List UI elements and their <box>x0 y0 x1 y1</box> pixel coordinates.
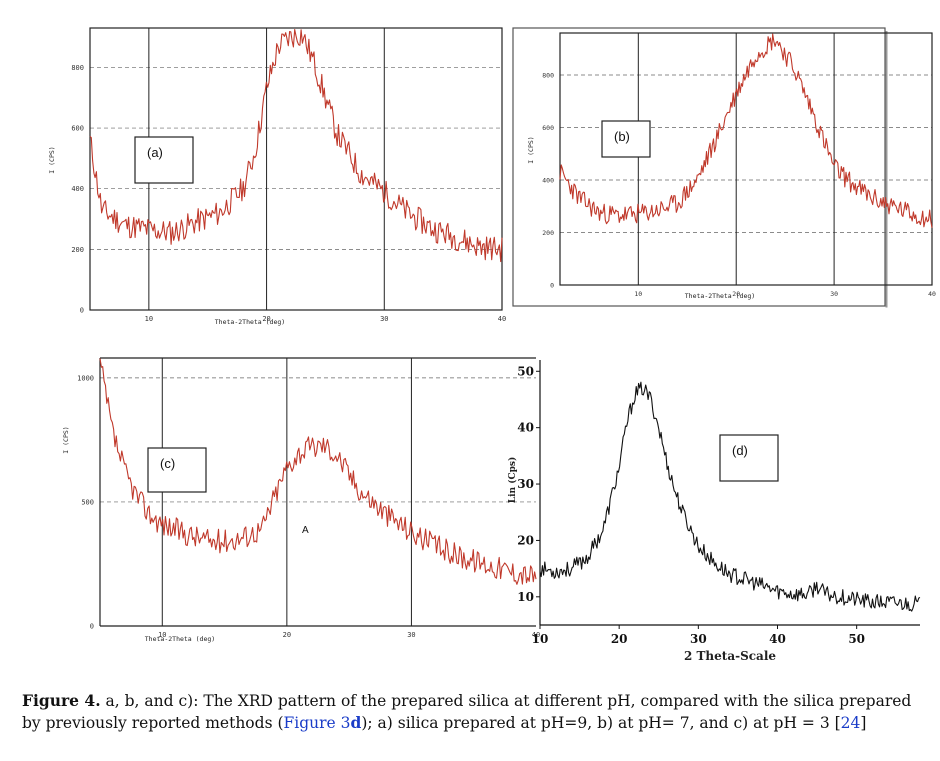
chart-a-series-line <box>89 28 503 263</box>
chart-a-ytick-label: 200 <box>71 246 84 254</box>
chart-d-ytick-label: 20 <box>517 533 534 547</box>
chart-a-xtick-label: 30 <box>380 315 388 323</box>
chart-panel-c: 0 500 1000 10 20 30 40 Theta-2Theta (deg) I (CPS… <box>62 357 540 643</box>
chart-b-xtick-label: 10 <box>634 290 642 298</box>
figure-3-link-bold: d <box>350 713 362 732</box>
chart-c-ytick-label: 500 <box>81 498 94 506</box>
caption-text-3: ] <box>860 714 867 732</box>
caption-text-1: a, b, and c): The XRD pattern of the pre… <box>22 692 912 732</box>
chart-d-series-line <box>539 381 921 612</box>
chart-b-label-box <box>601 120 651 158</box>
chart-b-xlabel: Theta-2Theta (deg) <box>685 292 755 300</box>
figure-caption: Figure 4. a, b, and c): The XRD pattern … <box>22 690 922 734</box>
chart-b-xtick-label: 40 <box>928 290 936 298</box>
chart-a-ytick-label: 0 <box>80 307 84 315</box>
chart-d-panel-label: (d) <box>732 443 748 458</box>
chart-a-ylabel: I (CPS) <box>48 146 56 173</box>
chart-a-ytick-label: 800 <box>71 64 84 72</box>
chart-a-xtick-label: 10 <box>145 315 153 323</box>
chart-b-ylabel: I (CPS) <box>527 136 535 163</box>
chart-panel-a: 0 200 400 600 800 10 20 30 40 Theta-2Theta (deg) I… <box>48 27 506 326</box>
chart-d-ylabel: Lin (Cps) <box>507 457 518 503</box>
chart-d-xtick-label: 30 <box>690 632 707 646</box>
caption-text-2: ); a) silica prepared at pH=9, b) at pH=… <box>361 714 841 732</box>
chart-d-xtick-label: 40 <box>769 632 786 646</box>
chart-c-ytick-label: 0 <box>90 623 94 631</box>
chart-a-panel-label: (a) <box>147 145 163 160</box>
chart-d-ytick-label: 10 <box>517 590 534 604</box>
chart-a-label-box <box>134 136 194 184</box>
chart-b-xtick-label: 30 <box>830 290 838 298</box>
chart-c-xtick-label: 30 <box>407 631 415 639</box>
chart-c-label-box <box>147 447 207 493</box>
chart-d-ytick-label: 40 <box>517 421 534 435</box>
chart-b-ytick-label: 800 <box>542 72 554 80</box>
chart-c-xlabel: Theta-2Theta (deg) <box>145 635 215 643</box>
chart-b-ytick-label: 200 <box>542 229 554 237</box>
chart-a-ytick-label: 600 <box>71 125 84 133</box>
chart-b-ytick-label: 400 <box>542 177 554 185</box>
chart-b-ytick-label: 600 <box>542 124 554 132</box>
chart-c-xtick-label: 40 <box>532 631 540 639</box>
chart-d-ytick-label: 50 <box>517 364 534 378</box>
chart-panel-b: 0 200 400 600 800 10 20 30 40 Theta-2Theta (deg) I… <box>512 27 936 308</box>
chart-b-outer-frame <box>512 27 886 307</box>
chart-c-annotation: A <box>302 525 309 536</box>
figure-3-link-text: Figure 3 <box>283 714 351 732</box>
chart-b-ytick-label: 0 <box>550 282 554 290</box>
chart-d-label-box <box>719 434 779 482</box>
figure-3-link[interactable]: Figure 3d <box>283 713 362 732</box>
chart-c-series-line <box>99 358 537 585</box>
chart-a-frame <box>89 27 503 311</box>
chart-b-frame <box>559 32 933 286</box>
chart-b-panel-label: (b) <box>614 129 630 144</box>
chart-b-series-line <box>559 33 933 228</box>
chart-a-xlabel: Theta-2Theta (deg) <box>215 318 285 326</box>
chart-c-xtick-label: 20 <box>283 631 291 639</box>
chart-c-panel-label: (c) <box>160 456 175 471</box>
figure-label: Figure 4. <box>22 691 101 710</box>
chart-c-xtick-label: 10 <box>158 631 166 639</box>
reference-link[interactable]: 24 <box>840 714 861 732</box>
chart-d-xtick-label: 10 <box>532 632 549 646</box>
chart-c-ytick-label: 1000 <box>77 374 94 382</box>
chart-a-xtick-label: 20 <box>262 315 270 323</box>
chart-d-xtick-label: 50 <box>848 632 865 646</box>
chart-d-xlabel: 2 Theta-Scale <box>684 649 776 663</box>
chart-b-xtick-label: 20 <box>732 290 740 298</box>
chart-panel-d: 10 20 30 40 50 10 20 30 40 50 2 Theta-Scale Lin (Cp… <box>507 360 921 663</box>
chart-a-xtick-label: 40 <box>498 315 506 323</box>
chart-d-ytick-label: 30 <box>517 477 534 491</box>
chart-d-xtick-label: 20 <box>611 632 628 646</box>
chart-a-ytick-label: 400 <box>71 185 84 193</box>
chart-c-ylabel: I (CPS) <box>62 426 70 453</box>
